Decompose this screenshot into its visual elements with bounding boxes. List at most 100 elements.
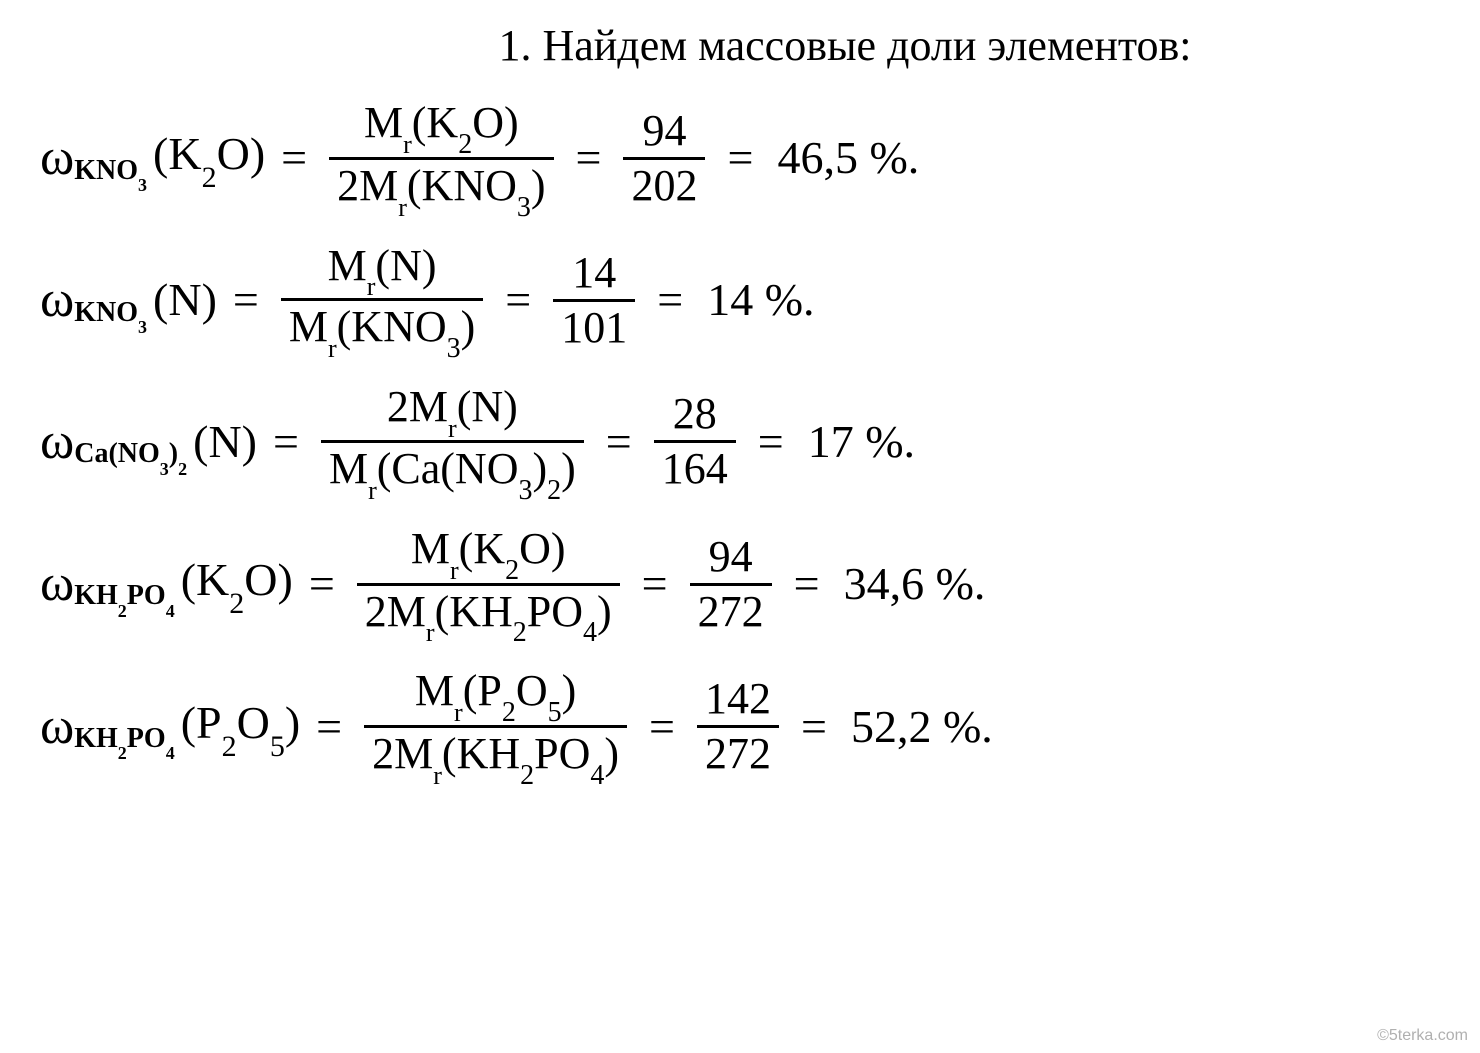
den-close: ) (531, 161, 546, 210)
equals-sign: = (758, 419, 784, 465)
omega-symbol: ω (40, 701, 74, 753)
sub-text: Ca(NO (74, 438, 160, 469)
den-close: ) (604, 729, 619, 778)
element-group: (K2O) (153, 131, 265, 185)
numerator: Mr(P2O5) (407, 669, 584, 725)
element-sub: 2 (222, 730, 237, 763)
denominator-value: 164 (654, 440, 736, 491)
num-open: (K (459, 524, 505, 573)
element-sub: 2 (202, 161, 217, 194)
mr-prefix: 2M (337, 161, 398, 210)
sub-tail-inner: 2 (178, 459, 187, 479)
equals-sign: = (801, 704, 827, 750)
equals-sign: = (233, 277, 259, 323)
mr-sub: r (403, 130, 412, 159)
denominator: 2Mr(KNO3) (329, 157, 553, 216)
omega-subscript: KH2PO4 (74, 582, 174, 614)
omega-subscript: KNO3 (74, 157, 147, 189)
element: K (196, 554, 229, 605)
num-open: (K (412, 98, 458, 147)
result-value: 14 %. (707, 277, 814, 323)
den-mid: ) (532, 444, 547, 493)
element-sub: 2 (229, 587, 244, 620)
omega-subscript: KH2PO4 (74, 725, 174, 757)
sub-inner: 2 (118, 601, 127, 621)
equals-sign: = (316, 704, 342, 750)
equals-sign: = (273, 419, 299, 465)
mr-prefix: 2M (387, 382, 448, 431)
denominator: 2Mr(KH2PO4) (357, 583, 620, 642)
sub-inner: 3 (160, 459, 169, 479)
numerator: Mr(K2O) (356, 101, 527, 157)
numerator: Mr(K2O) (403, 527, 574, 583)
equals-sign: = (794, 561, 820, 607)
equation-row-1: ω KNO3 (K2O) = Mr(K2O) 2Mr(KNO3) = 94 20… (40, 101, 1440, 216)
element-suffix: O (244, 554, 277, 605)
element-suffix-sub: 5 (270, 730, 285, 763)
equals-sign: = (281, 135, 307, 181)
den-sub2: 2 (547, 475, 561, 506)
den-open: (Ca(NO (377, 444, 519, 493)
element: N (168, 274, 201, 325)
numerator-value: 94 (701, 535, 761, 583)
omega-subscript: KNO3 (74, 299, 147, 331)
numeric-fraction: 142 272 (697, 677, 779, 776)
den-mid: PO (527, 587, 583, 636)
sub-inner: 3 (138, 317, 147, 337)
numeric-fraction: 94 272 (690, 535, 772, 634)
den-close: ) (597, 587, 612, 636)
sub-tail-inner: 4 (166, 743, 175, 763)
den-sub2: 4 (590, 760, 604, 791)
equals-sign: = (505, 277, 531, 323)
mr-sub: r (368, 476, 377, 505)
mr-sub: r (367, 272, 376, 301)
numerator-value: 94 (634, 109, 694, 157)
sub-text: KH (74, 723, 118, 754)
den-close: ) (561, 444, 576, 493)
mr-prefix: M (411, 524, 450, 573)
sub-tail: PO (127, 580, 166, 611)
result-value: 34,6 %. (844, 561, 986, 607)
sub-inner: 2 (118, 743, 127, 763)
equals-sign: = (642, 561, 668, 607)
sub-inner: 3 (138, 175, 147, 195)
numerator-value: 14 (564, 251, 624, 299)
element-suffix: O (217, 128, 250, 179)
equals-sign: = (727, 135, 753, 181)
sub-text: KNO (74, 155, 138, 186)
denominator-value: 272 (697, 725, 779, 776)
formula-fraction: Mr(P2O5) 2Mr(KH2PO4) (364, 669, 627, 784)
numerator: 2Mr(N) (379, 385, 526, 440)
den-sub: 3 (518, 475, 532, 506)
formula-fraction: Mr(K2O) 2Mr(KNO3) (329, 101, 553, 216)
num-open: (P (463, 666, 502, 715)
num-open: (N) (457, 382, 518, 431)
mr-prefix: 2M (365, 587, 426, 636)
element-group: (N) (193, 419, 257, 465)
den-open: (KNO (407, 161, 517, 210)
den-mid: PO (534, 729, 590, 778)
equals-sign: = (576, 135, 602, 181)
mr-sub: r (454, 698, 463, 727)
sub-text: KNO (74, 297, 138, 328)
formula-fraction: 2Mr(N) Mr(Ca(NO3)2) (321, 385, 584, 499)
element: K (168, 128, 201, 179)
numerator: Mr(N) (320, 244, 445, 299)
num-sub: 2 (458, 129, 472, 160)
result-value: 52,2 %. (851, 704, 993, 750)
num-mid: O (516, 666, 548, 715)
element: N (208, 416, 241, 467)
equation-row-2: ω KNO3 (N) = Mr(N) Mr(KNO3) = 14 101 = 1… (40, 244, 1440, 358)
denominator: Mr(KNO3) (281, 298, 483, 357)
mr-prefix: M (329, 444, 368, 493)
denominator: 2Mr(KH2PO4) (364, 725, 627, 784)
den-open: (KH (435, 587, 513, 636)
num-sub2: 5 (548, 697, 562, 728)
mr-prefix: 2M (372, 729, 433, 778)
denominator: Mr(Ca(NO3)2) (321, 440, 584, 499)
omega-symbol: ω (40, 132, 74, 184)
numeric-fraction: 28 164 (654, 392, 736, 491)
denominator-value: 101 (553, 299, 635, 350)
equation-row-3: ω Ca(NO3)2 (N) = 2Mr(N) Mr(Ca(NO3)2) = 2… (40, 385, 1440, 499)
den-sub: 2 (520, 760, 534, 791)
